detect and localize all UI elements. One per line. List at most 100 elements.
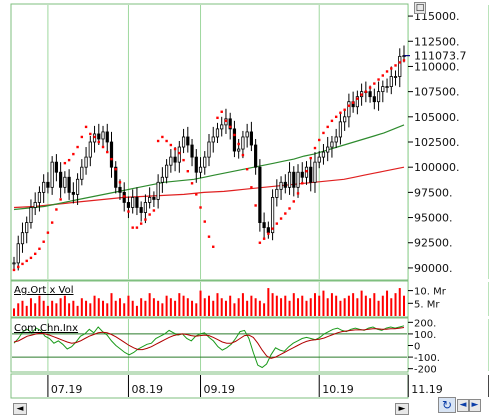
volume-plot xyxy=(13,288,405,316)
refresh-button[interactable]: ↻ xyxy=(438,397,456,413)
moving-average-slow xyxy=(13,166,405,209)
candle-body xyxy=(296,171,300,188)
candle-body xyxy=(368,91,372,98)
sar-point xyxy=(288,207,291,210)
candle-body xyxy=(347,101,351,118)
sar-point xyxy=(207,235,211,238)
price-tick-label: 97500. xyxy=(414,186,453,199)
scroll-left-icon: ◄ xyxy=(16,404,24,414)
candle-body xyxy=(109,141,114,168)
sar-point xyxy=(55,208,58,211)
volume-tick-label: 10. Mr xyxy=(414,287,447,298)
price-tick-label: 110000. xyxy=(414,60,460,73)
candle-body xyxy=(160,176,164,183)
candle-body xyxy=(63,176,67,188)
sar-point xyxy=(305,170,308,173)
sar-point xyxy=(169,143,173,147)
sar-point xyxy=(190,182,194,185)
candle-body xyxy=(71,191,75,195)
sar-point xyxy=(360,93,363,96)
sar-point xyxy=(339,111,342,114)
sar-point xyxy=(351,101,355,104)
sar-point xyxy=(12,268,16,272)
sar-point xyxy=(165,139,168,143)
date-tick-label: 09.19 xyxy=(204,383,236,396)
sar-point xyxy=(110,157,113,161)
price-tick-label: 95000. xyxy=(414,212,453,225)
sar-point xyxy=(292,200,295,203)
sar-point xyxy=(267,232,270,235)
sar-point xyxy=(131,226,134,229)
candle-body xyxy=(12,262,16,265)
candle-body xyxy=(270,197,275,234)
oscillator-plot xyxy=(12,325,407,369)
sar-point xyxy=(322,131,325,135)
oscillator-tick-label: -200 xyxy=(414,365,437,376)
candle-body xyxy=(283,181,287,188)
candle-body xyxy=(37,191,42,203)
sar-point xyxy=(97,140,100,144)
sar-point xyxy=(309,156,312,160)
price-tick-label: 92500. xyxy=(414,237,453,250)
sar-point xyxy=(313,146,317,150)
sar-point xyxy=(67,158,71,162)
candle-body xyxy=(80,166,84,180)
candle-body xyxy=(198,166,203,173)
sar-point xyxy=(356,97,359,100)
sar-point xyxy=(228,125,232,129)
sar-point xyxy=(237,142,240,146)
last-value-bg xyxy=(411,49,479,62)
oscillator-tick-label: 100. xyxy=(414,330,436,341)
candle-body xyxy=(46,181,50,188)
price-tick-label: 112500. xyxy=(414,35,460,48)
date-tick-label: 07.19 xyxy=(51,383,82,396)
candle-body xyxy=(33,202,37,208)
sar-point xyxy=(161,135,164,139)
sar-point xyxy=(301,182,304,185)
sar-point xyxy=(398,61,401,64)
candle-body xyxy=(177,146,181,163)
candle-body xyxy=(228,118,232,130)
candle-body xyxy=(393,76,398,78)
candle-body xyxy=(309,166,313,183)
sar-point xyxy=(148,213,151,216)
candle-body xyxy=(169,156,173,166)
sar-point xyxy=(390,67,393,70)
nav-forward-button[interactable]: ► xyxy=(469,399,481,412)
candle-body xyxy=(245,131,249,138)
sar-point xyxy=(139,222,143,225)
sar-point xyxy=(89,132,92,136)
candle-body xyxy=(292,171,296,188)
sar-point xyxy=(279,217,283,220)
sar-point xyxy=(127,210,130,213)
sar-point xyxy=(199,206,202,209)
maximize-button[interactable]: □ xyxy=(414,2,426,14)
volume-panel-title: Ag.Ort x Vol xyxy=(14,285,74,296)
candle-body xyxy=(266,227,270,234)
sar-point xyxy=(381,74,385,77)
sar-point xyxy=(50,221,54,224)
candle-body xyxy=(203,156,207,168)
sar-point xyxy=(59,198,62,201)
candle-body xyxy=(131,197,135,208)
sar-point xyxy=(17,265,20,269)
scroll-right-button[interactable]: ► xyxy=(395,403,409,415)
sar-point xyxy=(123,195,126,198)
price-tick-label: 105000. xyxy=(414,111,460,124)
candle-body xyxy=(114,166,118,188)
candle-body xyxy=(262,222,266,229)
candle-body xyxy=(317,156,321,163)
candle-body xyxy=(25,222,29,234)
nav-back-button[interactable]: ◄ xyxy=(457,399,469,412)
scroll-left-button[interactable]: ◄ xyxy=(13,403,27,415)
sar-point xyxy=(101,145,105,149)
sar-point xyxy=(296,192,300,195)
date-tick-label: 08.19 xyxy=(131,383,163,396)
sar-point xyxy=(80,135,84,139)
sar-point xyxy=(144,218,147,221)
sar-point xyxy=(38,247,41,250)
oscillator-tick-label: 0 xyxy=(414,342,420,353)
candle-body xyxy=(29,207,33,223)
sar-point xyxy=(21,262,24,266)
candle-body xyxy=(88,141,92,158)
